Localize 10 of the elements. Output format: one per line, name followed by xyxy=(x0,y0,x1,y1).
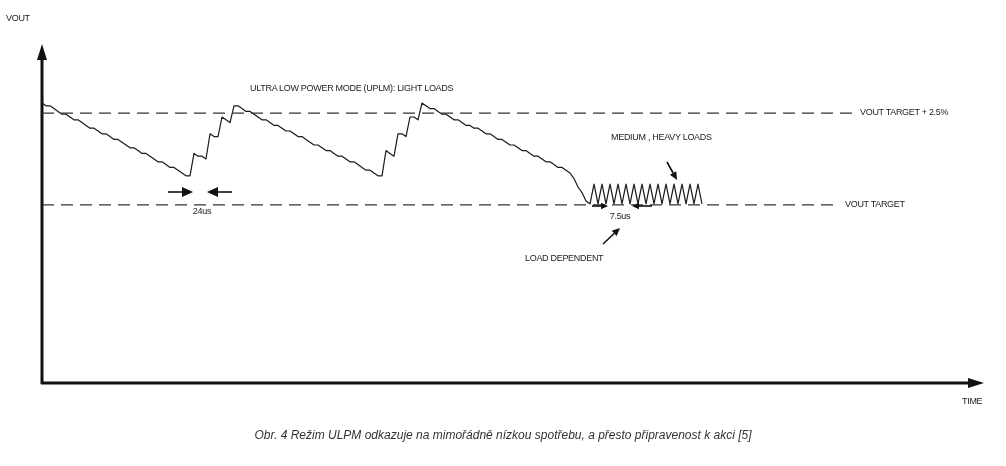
ref-line-label: VOUT TARGET xyxy=(845,198,905,210)
text: ULTRA LOW POWER MODE (UPLM): LIGHT LOADS xyxy=(250,83,454,94)
ref-line-label: VOUT TARGET + 2.5% xyxy=(860,107,949,119)
x-axis-title: TIME xyxy=(962,396,983,407)
annotation: LOAD DEPENDENT xyxy=(525,253,604,264)
text: Obr. 4 Režim ULPM odkazuje na mimořádně nízkou spotřebu, a přesto připravenost k akci [5] xyxy=(254,428,752,442)
annotation: 24us xyxy=(192,206,212,217)
text: VOUT xyxy=(6,13,30,24)
annotation: MEDIUM , HEAVY LOADS xyxy=(611,132,712,143)
annotation: 7.5us xyxy=(609,211,631,222)
